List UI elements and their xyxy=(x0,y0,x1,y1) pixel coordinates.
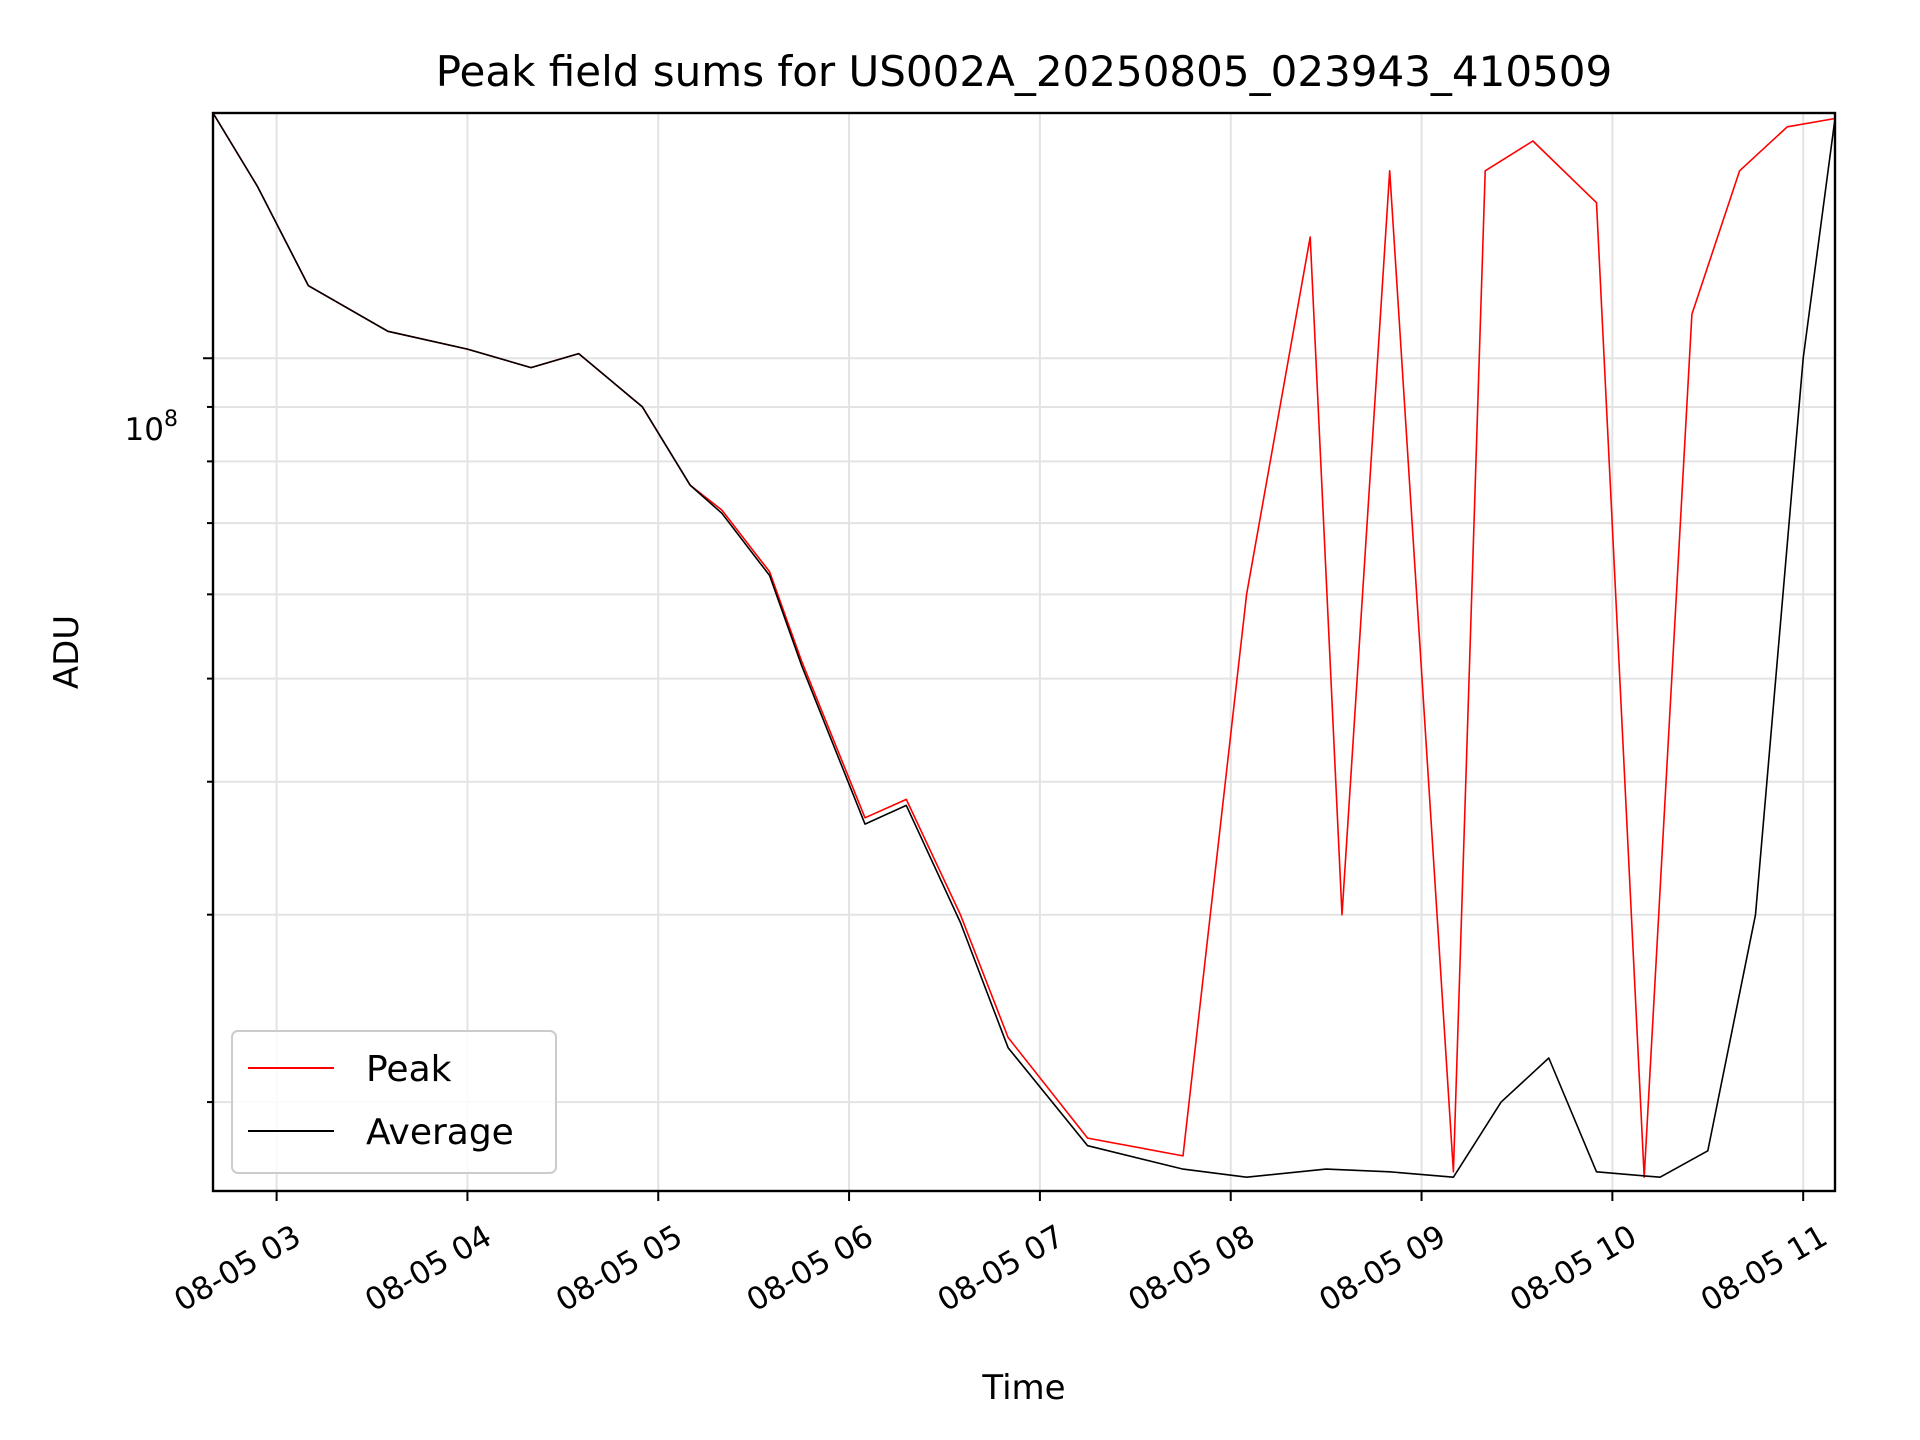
y-tick-exponent: 8 xyxy=(164,407,178,432)
y-tick-label-1e8: 108 xyxy=(125,407,178,448)
x-tick-label: 08-05 03 xyxy=(168,1218,307,1319)
axis-ticks xyxy=(203,357,1805,1201)
series-line-average xyxy=(212,112,1836,1178)
x-tick-label: 08-05 09 xyxy=(1313,1218,1452,1319)
x-tick-label: 08-05 07 xyxy=(932,1218,1071,1319)
x-axis-label: Time xyxy=(981,1368,1065,1408)
x-tick-label: 08-05 08 xyxy=(1122,1218,1261,1319)
x-tick-label: 08-05 06 xyxy=(741,1218,880,1319)
y-axis-label: ADU xyxy=(47,615,87,689)
series-lines xyxy=(212,112,1836,1178)
legend-label-average: Average xyxy=(366,1112,514,1153)
y-tick-base: 10 xyxy=(125,412,164,448)
x-tick-label: 08-05 05 xyxy=(550,1218,689,1319)
plot-frame xyxy=(211,111,1837,1193)
chart-title: Peak field sums for US002A_20250805_0239… xyxy=(436,47,1613,96)
x-tick-label: 08-05 11 xyxy=(1695,1218,1834,1319)
grid-lines xyxy=(213,113,1835,1191)
x-tick-label: 08-05 04 xyxy=(359,1218,498,1319)
legend: Peak Average xyxy=(231,1030,557,1174)
legend-box xyxy=(231,1030,557,1174)
x-tick-label: 08-05 10 xyxy=(1504,1218,1643,1319)
legend-label-peak: Peak xyxy=(366,1049,452,1090)
series-line-peak xyxy=(212,112,1836,1178)
